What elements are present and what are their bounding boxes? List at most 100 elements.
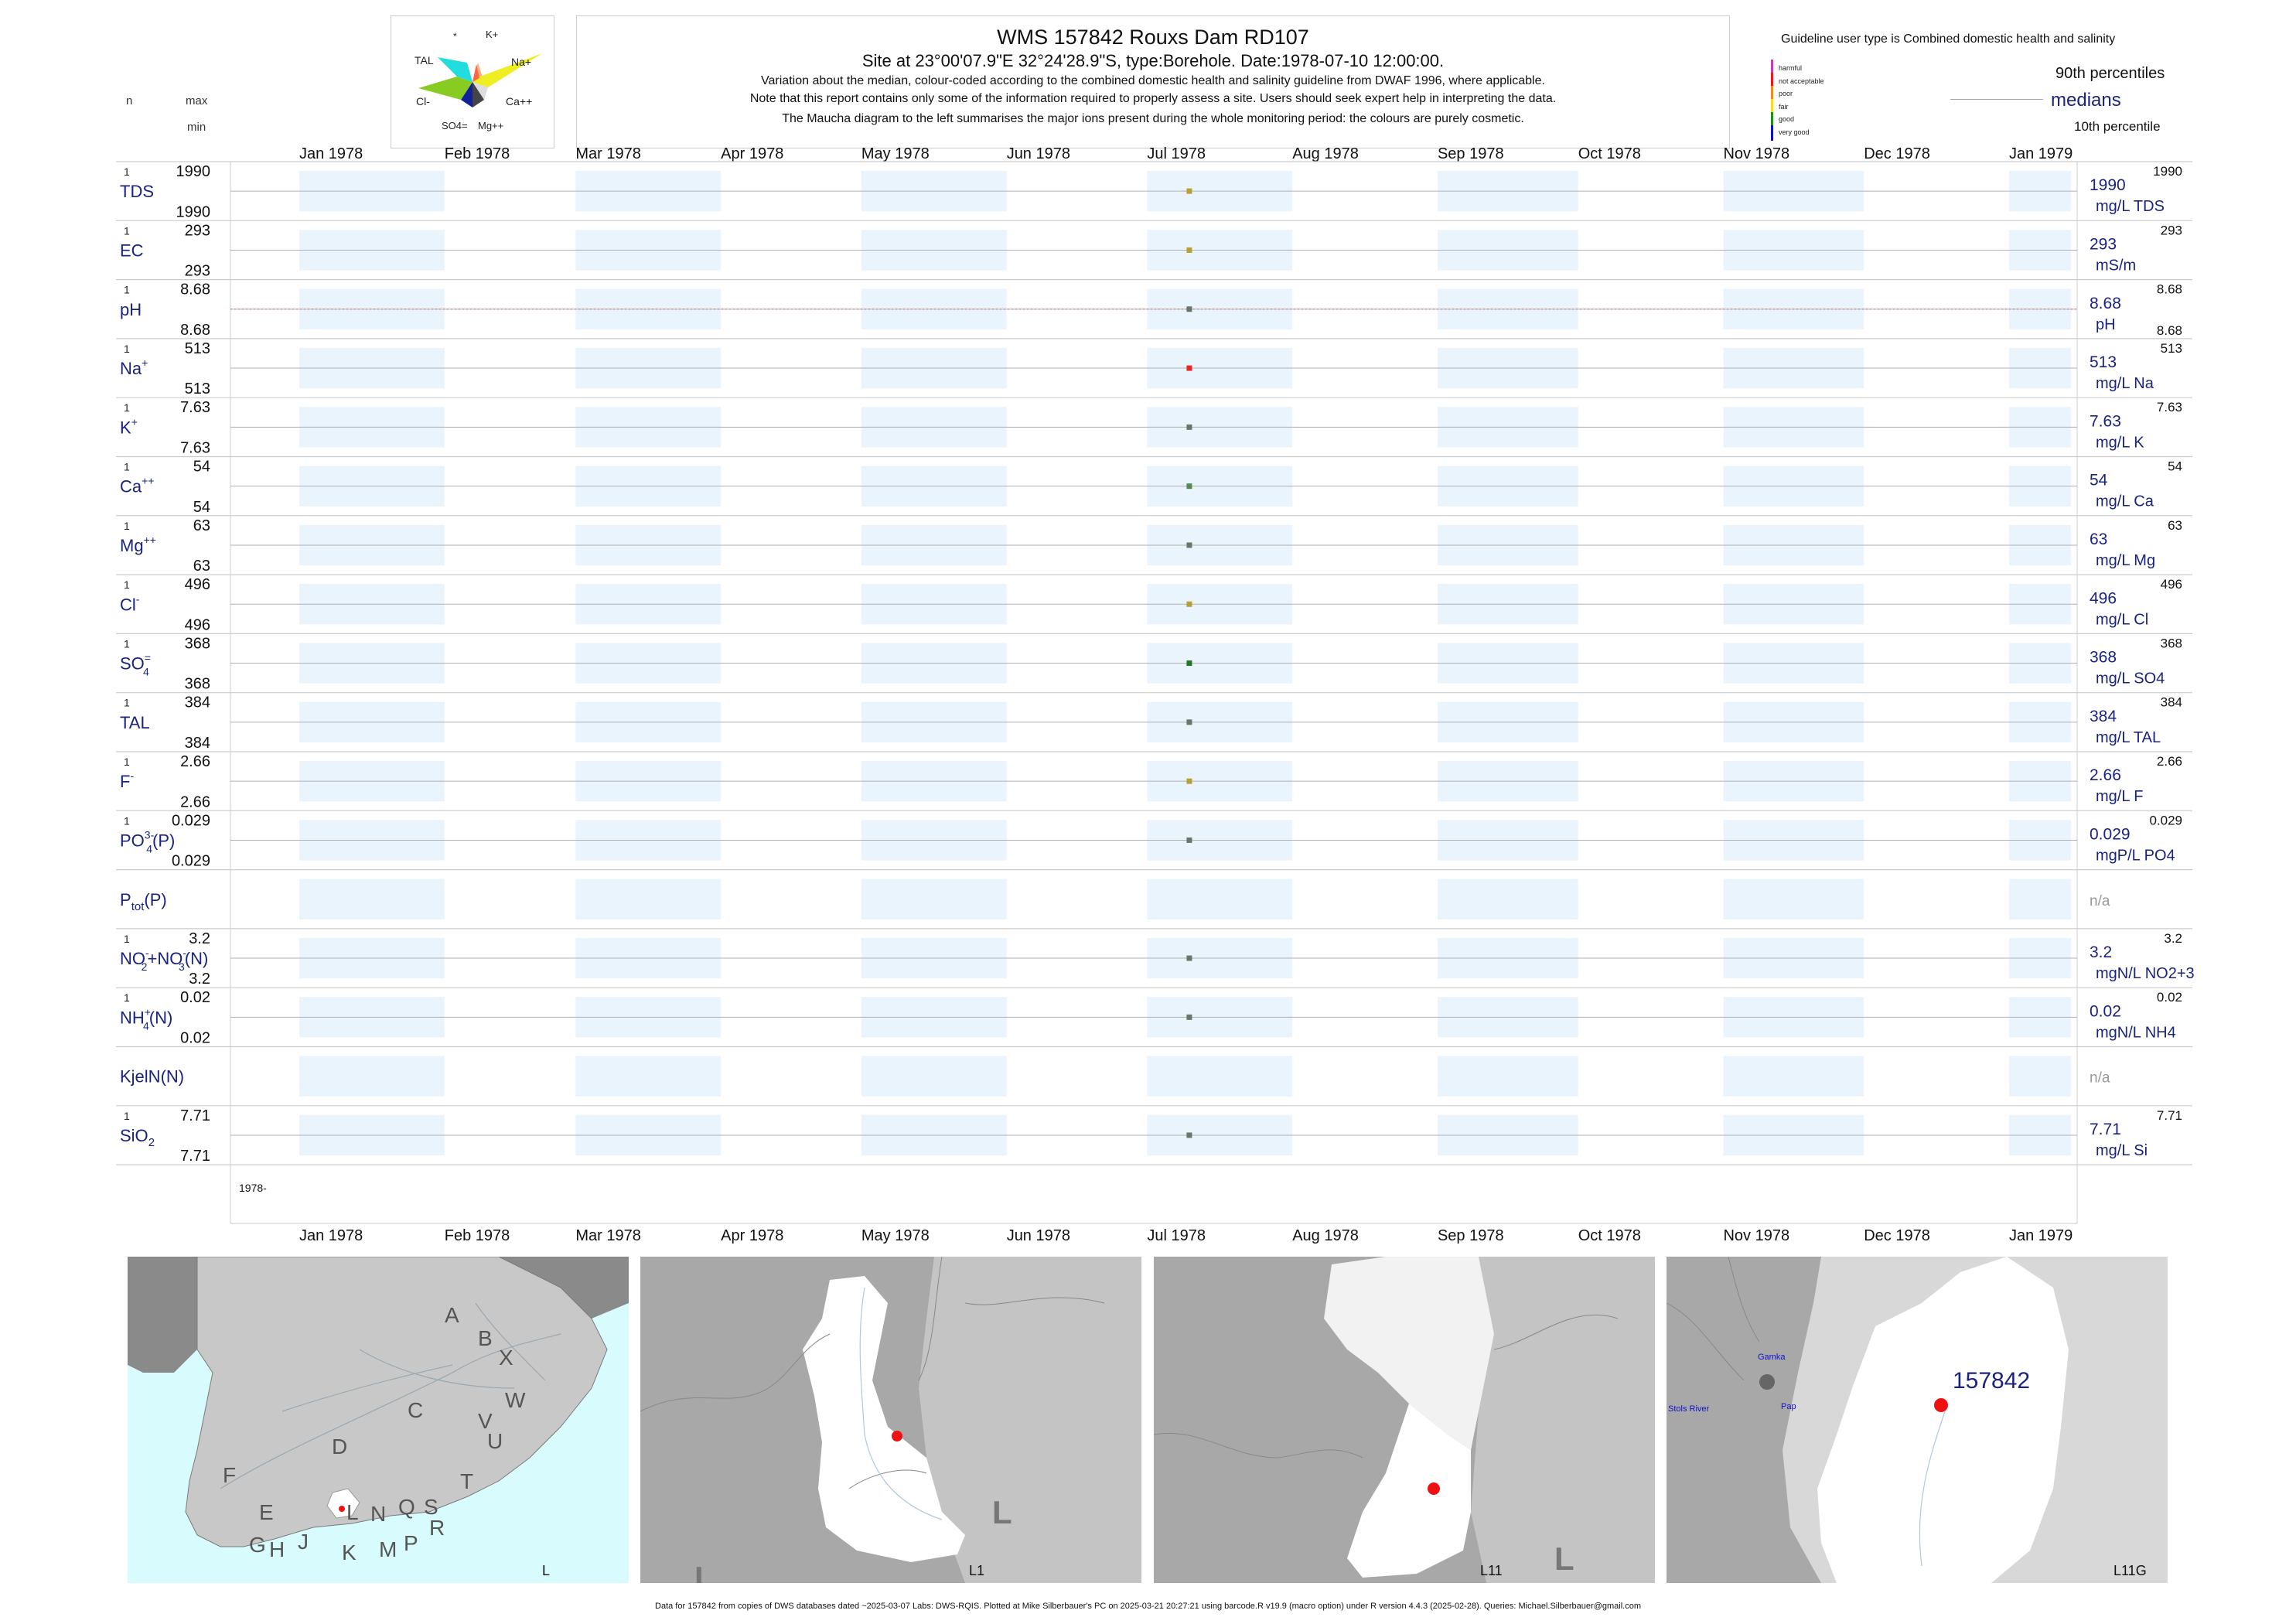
row-p90: 7.63 — [2157, 400, 2182, 415]
sample-point — [1186, 424, 1192, 430]
row-min: 513 — [185, 380, 210, 397]
x-tick-label-bottom: Oct 1978 — [1578, 1227, 1641, 1244]
map1-region-U: U — [487, 1429, 503, 1453]
map-l11: L L11 — [1154, 1257, 1655, 1583]
row-p90: 293 — [2161, 223, 2182, 237]
map1-region-L: L — [346, 1500, 359, 1524]
map1-region-F: F — [223, 1463, 236, 1487]
sample-point — [1186, 837, 1192, 843]
row-max: 293 — [185, 222, 210, 239]
row-n: 1 — [124, 637, 130, 650]
x-tick-label-top: Feb 1978 — [445, 145, 510, 162]
map1-region-X: X — [499, 1346, 513, 1370]
map1-region-K: K — [342, 1540, 357, 1564]
row-min: 7.71 — [180, 1148, 210, 1165]
row-median-value: 0.029 — [2090, 825, 2131, 843]
x-tick-label-bottom: May 1978 — [861, 1227, 930, 1244]
sample-point — [1186, 719, 1192, 725]
row-median-value: 7.63 — [2090, 412, 2121, 430]
sample-point — [1186, 778, 1192, 784]
row-min: 3.2 — [189, 971, 210, 988]
place-stols-river: Stols River — [1668, 1404, 1710, 1414]
row-p90: 1990 — [2153, 164, 2182, 179]
maucha-k-label: K+ — [486, 29, 498, 40]
parameter-label: Na+ — [120, 357, 148, 378]
map1-region-Q: Q — [398, 1495, 415, 1519]
maucha-so4-petal — [461, 82, 473, 107]
row-median-value: 496 — [2090, 589, 2117, 607]
row-n: 1 — [124, 933, 130, 945]
row-unit: mg/L Si — [2096, 1142, 2148, 1159]
x-tick-label-top: Jan 1978 — [299, 145, 363, 162]
row-min: 384 — [185, 735, 210, 752]
row-unit: mg/L Ca — [2096, 493, 2154, 510]
sample-point — [1186, 365, 1192, 371]
month-band — [299, 1056, 445, 1097]
parameter-label: KjelN(N) — [120, 1067, 184, 1087]
parameter-label: Cl- — [120, 592, 140, 614]
month-band — [2009, 879, 2071, 919]
map1-region-A: A — [445, 1303, 459, 1327]
map1-corner-label: L — [542, 1563, 550, 1578]
row-max: 3.2 — [189, 930, 210, 947]
row-unit: mg/L TDS — [2096, 198, 2165, 215]
row-n: 1 — [124, 756, 130, 768]
row-median-value: 2.66 — [2090, 766, 2121, 784]
month-band — [1437, 879, 1578, 919]
map2-site-dot — [892, 1431, 902, 1441]
month-band — [1723, 879, 1864, 919]
map4-site-label: 157842 — [1953, 1368, 2030, 1394]
category-very-good: very good — [1779, 128, 1810, 136]
map1-region-V: V — [478, 1409, 493, 1433]
parameter-label: Ptot(P) — [120, 890, 167, 913]
map3-corner-label: L11 — [1480, 1563, 1503, 1578]
sample-point — [1186, 1132, 1192, 1138]
maucha-ca-label: Ca++ — [506, 95, 532, 107]
place-gamka: Gamka — [1758, 1353, 1786, 1362]
median-legend-line — [1950, 99, 2043, 100]
map1-region-W: W — [505, 1388, 526, 1412]
row-max: 2.66 — [180, 753, 210, 770]
row-min: 63 — [193, 558, 210, 575]
x-tick-label-top: Dec 1978 — [1864, 145, 1930, 162]
sample-point — [1186, 306, 1192, 312]
month-band — [861, 879, 1007, 919]
sample-point — [1186, 188, 1192, 194]
x-tick-label-top: Jun 1978 — [1007, 145, 1070, 162]
row-unit: mg/L Na — [2096, 375, 2154, 392]
maucha-tal-label: TAL — [415, 54, 434, 67]
row-max: 63 — [193, 517, 210, 534]
row-max: 384 — [185, 694, 210, 711]
row-max: 7.71 — [180, 1107, 210, 1124]
map1-region-H: H — [269, 1537, 285, 1561]
row-n: 1 — [124, 461, 130, 473]
category-good: good — [1779, 115, 1795, 123]
x-tick-label-bottom: Feb 1978 — [445, 1227, 510, 1244]
maucha-mg-label: Mg++ — [478, 120, 503, 131]
row-min: 1990 — [176, 203, 211, 220]
row-min: 7.63 — [180, 440, 210, 457]
map1-region-D: D — [332, 1435, 347, 1459]
month-band — [2009, 1056, 2071, 1097]
x-tick-label-top: Sep 1978 — [1438, 145, 1504, 162]
guideline-color-bar — [1771, 60, 1773, 141]
parameter-label: TDS — [120, 182, 154, 201]
year-label: 1978- — [239, 1182, 267, 1194]
month-band — [1147, 879, 1293, 919]
row-unit: pH — [2096, 316, 2116, 333]
maucha-na-label: Na+ — [511, 56, 531, 68]
month-band — [575, 879, 722, 919]
x-tick-label-top: Jul 1978 — [1147, 145, 1206, 162]
x-tick-label-top: Nov 1978 — [1723, 145, 1789, 162]
category-poor: poor — [1779, 90, 1793, 97]
row-n: 1 — [124, 520, 130, 532]
row-unit: mgN/L NO2+3 — [2096, 965, 2195, 982]
maucha-cl-petal — [418, 77, 473, 100]
sample-point — [1186, 247, 1192, 253]
maucha-tal-petal — [438, 57, 473, 82]
parameter-label: F- — [120, 769, 134, 791]
month-band — [1723, 1056, 1864, 1097]
row-unit: mg/L K — [2096, 434, 2144, 451]
map1-region-N: N — [370, 1502, 386, 1526]
